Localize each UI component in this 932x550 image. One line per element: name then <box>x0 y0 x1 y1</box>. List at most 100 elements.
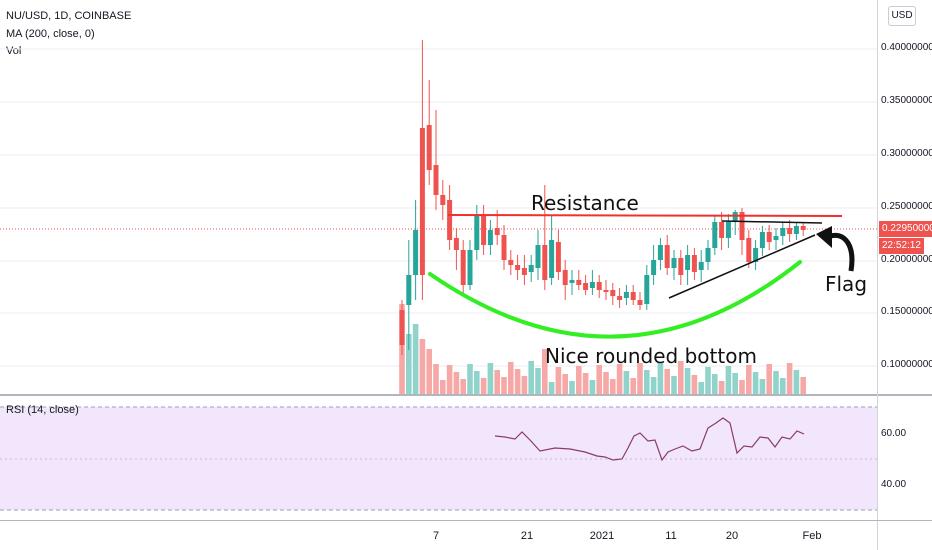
candle-body <box>419 128 425 275</box>
symbol-legend[interactable]: NU/USD, 1D, COINBASE <box>6 10 132 22</box>
candle-body <box>705 248 711 262</box>
candle-body <box>569 280 575 283</box>
candle-body <box>447 200 453 240</box>
candle-body <box>630 292 636 300</box>
price-tick-label: 0.15000000 <box>881 306 932 317</box>
candle-body <box>406 275 412 305</box>
volume-bar <box>412 324 419 394</box>
candle-body <box>793 226 799 234</box>
rsi-tick-label: 60.00 <box>881 428 907 439</box>
volume-bar <box>793 370 800 394</box>
volume-bar <box>630 378 636 394</box>
candle-body <box>440 195 446 205</box>
candle-body <box>433 165 439 195</box>
volume-legend[interactable]: Vol <box>6 45 22 57</box>
candle-body <box>521 268 527 275</box>
panel-separator <box>0 394 932 396</box>
currency-button[interactable]: USD <box>888 6 916 26</box>
volume-bar <box>460 379 466 394</box>
rsi-legend[interactable]: RSI (14, close) <box>6 404 79 416</box>
candle-body <box>732 212 738 222</box>
volume-bar <box>712 374 718 394</box>
volume-bar <box>773 371 779 394</box>
price-tick-label: 0.10000000 <box>881 359 932 370</box>
time-tick-label: 20 <box>725 530 739 542</box>
volume-bar <box>467 364 473 394</box>
volume-bar <box>542 349 548 394</box>
volume-bar <box>555 367 562 394</box>
candle-body <box>603 290 609 292</box>
candle-body <box>399 310 405 345</box>
volume-bar <box>780 378 786 394</box>
price-tick-label: 0.25000000 <box>881 201 932 212</box>
candle-body <box>562 270 568 285</box>
volume-bar <box>419 339 426 394</box>
candle-body <box>501 235 507 260</box>
price-tick-label: 0.20000000 <box>881 254 932 265</box>
candle-body <box>671 258 677 268</box>
candle-body <box>508 260 514 265</box>
volume-bar <box>548 382 555 394</box>
volume-bar <box>562 374 568 394</box>
candle-body <box>759 232 765 248</box>
volume-bar <box>705 367 711 394</box>
volume-bar <box>657 362 664 394</box>
time-tick-label: 21 <box>520 530 534 542</box>
volume-bars <box>399 304 806 394</box>
volume-bar <box>786 363 793 394</box>
volume-bar <box>746 365 752 394</box>
volume-bar <box>433 364 439 394</box>
volume-bar <box>521 376 528 394</box>
candle-body <box>623 292 629 298</box>
volume-bar <box>576 366 582 394</box>
candlesticks <box>399 40 806 355</box>
volume-bar <box>528 361 534 394</box>
candle-body <box>739 212 745 240</box>
volume-bar <box>671 376 677 394</box>
volume-bar <box>752 372 759 394</box>
volume-bar <box>514 369 521 394</box>
time-axis-border <box>0 520 932 521</box>
volume-bar <box>406 334 412 394</box>
rsi-chart <box>0 406 877 511</box>
candle-body <box>746 238 752 262</box>
volume-bar <box>446 365 453 394</box>
volume-bar <box>474 371 480 394</box>
volume-bar <box>426 349 432 394</box>
volume-bar <box>644 370 650 394</box>
candle-body <box>637 300 643 305</box>
volume-bar <box>698 382 704 394</box>
volume-bar <box>637 363 643 394</box>
candle-body <box>555 242 561 272</box>
candle-body <box>644 275 650 304</box>
candle-body <box>773 236 779 240</box>
volume-bar <box>589 380 596 394</box>
volume-bar <box>650 377 657 394</box>
resistance-annotation: Resistance <box>531 191 639 215</box>
candle-body <box>589 282 595 288</box>
volume-bar <box>616 364 623 394</box>
candle-body <box>800 226 806 230</box>
candle-body <box>576 280 582 285</box>
volume-bar <box>623 371 630 394</box>
flag-annotation: Flag <box>825 272 868 296</box>
countdown-tag: 22:52:12 <box>879 238 924 254</box>
price-tick-label: 0.40000000 <box>881 42 932 53</box>
volume-bar <box>453 372 460 394</box>
candle-body <box>651 260 657 275</box>
candle-body <box>610 290 616 296</box>
flag-trend-line <box>668 234 816 299</box>
volume-bar <box>610 379 616 394</box>
volume-bar <box>691 375 698 394</box>
price-tick-label: 0.35000000 <box>881 95 932 106</box>
volume-bar <box>480 378 487 394</box>
volume-bar <box>440 380 446 394</box>
volume-bar <box>800 377 806 394</box>
ma-legend[interactable]: MA (200, close, 0) <box>6 28 95 40</box>
candle-body <box>780 228 786 236</box>
time-tick-label: 2021 <box>589 530 615 542</box>
volume-bar <box>596 365 602 394</box>
candle-body <box>657 245 663 260</box>
candle-body <box>617 296 623 300</box>
